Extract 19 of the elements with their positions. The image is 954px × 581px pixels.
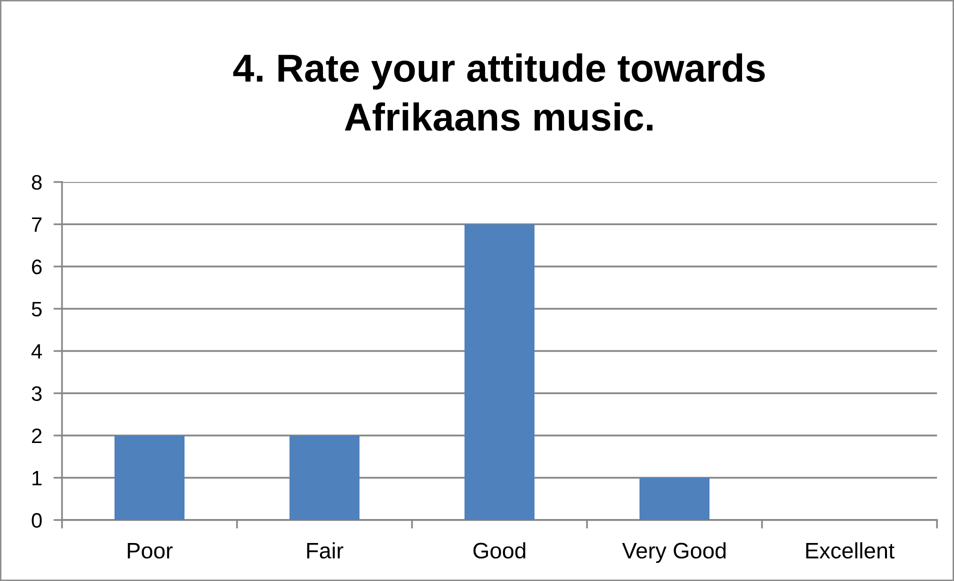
bar (114, 436, 184, 520)
x-tick-label: Fair (307, 542, 344, 559)
bar (640, 478, 710, 520)
chart-title: 4. Rate your attitude towards Afrikaans music. (233, 53, 765, 131)
y-tick-label: 6 (32, 260, 42, 274)
bar (290, 436, 360, 520)
y-tick-label: 3 (32, 386, 42, 402)
x-tick-label: Excellent (806, 542, 894, 559)
y-tick-label: 8 (32, 175, 42, 190)
x-tick-label: Poor (128, 543, 173, 559)
y-tick-label: 5 (32, 302, 42, 317)
y-tick-label: 0 (32, 513, 42, 528)
x-tick-label: Good (473, 542, 526, 559)
y-tick-label: 2 (32, 428, 42, 444)
y-tick-label: 7 (32, 217, 42, 232)
y-tick-label: 1 (32, 470, 42, 486)
y-tick-label: 4 (31, 344, 42, 359)
bar (464, 224, 534, 520)
x-tick-label: Very Good (622, 542, 726, 563)
